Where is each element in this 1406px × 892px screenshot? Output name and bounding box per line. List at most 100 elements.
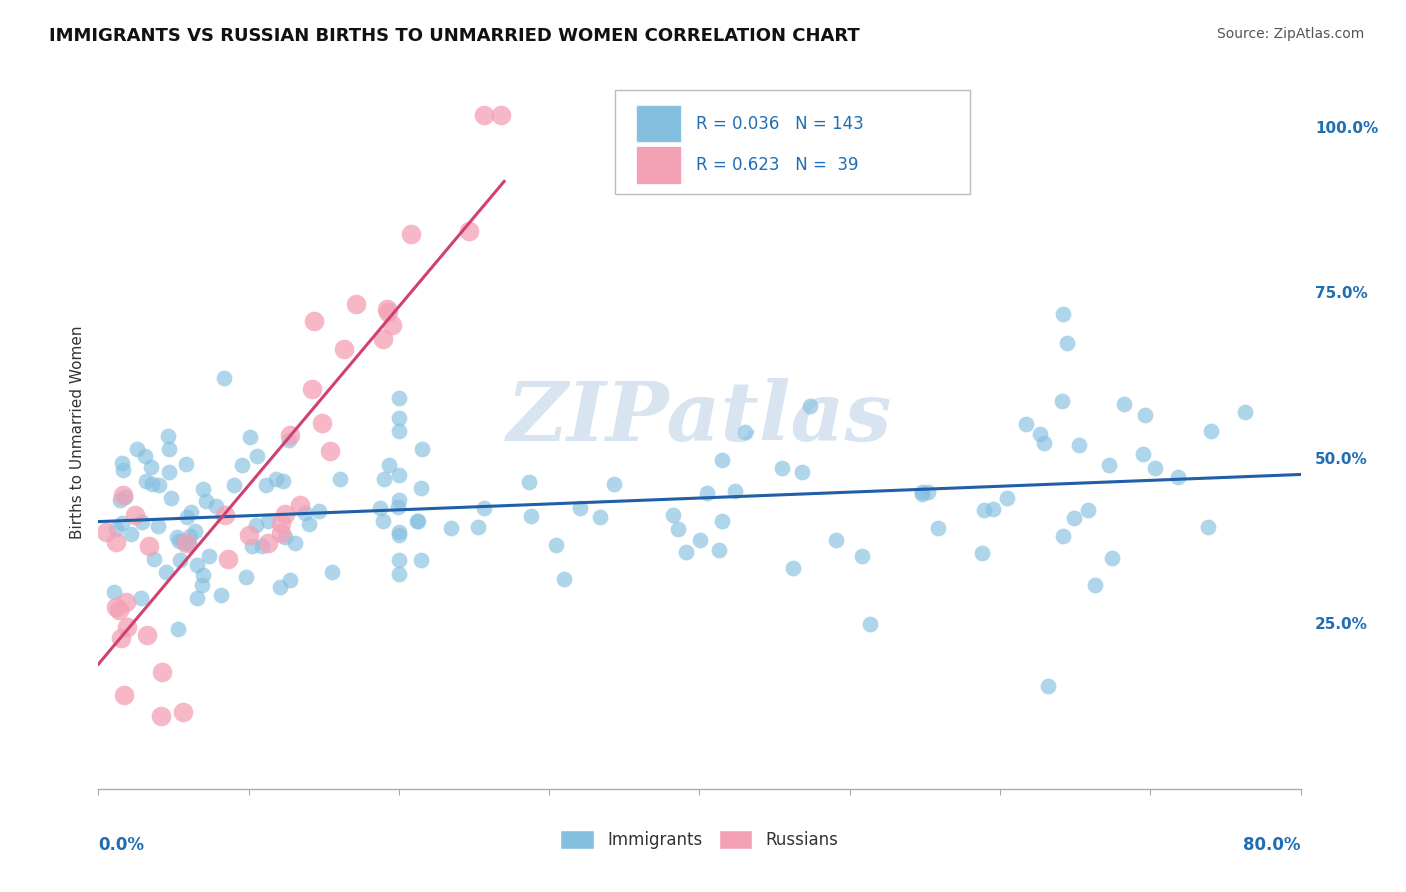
Point [183, 524, 205, 539]
Point [94, 524, 117, 539]
Point [439, 521, 461, 535]
Point [114, 490, 136, 504]
Point [143, 552, 166, 566]
Point [675, 545, 697, 559]
Point [388, 425, 411, 439]
Point [710, 515, 733, 529]
Point [1052, 529, 1074, 543]
Point [271, 474, 294, 488]
Point [689, 533, 711, 547]
Point [191, 578, 214, 592]
Point [217, 552, 239, 566]
Point [245, 518, 267, 533]
Point [1069, 438, 1091, 452]
Point [1132, 447, 1154, 461]
Point [927, 520, 949, 534]
Point [467, 519, 489, 533]
Point [115, 594, 138, 608]
Point [239, 429, 262, 443]
Point [157, 442, 180, 456]
Point [734, 425, 756, 439]
Point [917, 485, 939, 500]
Point [666, 522, 689, 536]
Point [174, 536, 197, 550]
Point [141, 477, 163, 491]
FancyBboxPatch shape [636, 105, 682, 142]
Point [304, 314, 326, 328]
Y-axis label: Births to Unmarried Women: Births to Unmarried Women [69, 326, 84, 540]
Point [172, 705, 194, 719]
Point [179, 537, 201, 551]
Point [981, 501, 1004, 516]
Point [1052, 394, 1074, 409]
Point [458, 224, 481, 238]
Point [135, 474, 157, 488]
Point [284, 535, 307, 549]
Point [105, 535, 128, 549]
Point [103, 585, 125, 599]
Point [134, 450, 156, 464]
Point [250, 539, 273, 553]
Point [1133, 408, 1156, 422]
Point [709, 543, 731, 558]
Point [1056, 335, 1078, 350]
Point [155, 566, 177, 580]
Point [238, 528, 260, 542]
Point [1032, 435, 1054, 450]
Point [124, 508, 146, 522]
Text: Source: ZipAtlas.com: Source: ZipAtlas.com [1216, 27, 1364, 41]
Point [235, 569, 257, 583]
Point [589, 510, 612, 524]
Point [278, 574, 301, 588]
Point [278, 428, 301, 442]
Text: 100.0%: 100.0% [1315, 121, 1378, 136]
Point [108, 492, 131, 507]
Point [388, 467, 411, 482]
Point [333, 342, 356, 356]
Point [1167, 470, 1189, 484]
Point [411, 442, 433, 457]
Point [553, 572, 575, 586]
Point [204, 499, 226, 513]
Point [224, 478, 246, 492]
Point [790, 465, 813, 479]
Point [859, 617, 882, 632]
Point [311, 416, 333, 430]
Point [166, 530, 188, 544]
Point [409, 481, 432, 495]
Point [1063, 511, 1085, 525]
Point [377, 305, 399, 319]
Point [246, 449, 269, 463]
Text: 80.0%: 80.0% [1243, 836, 1301, 854]
Point [274, 507, 297, 521]
Legend: Immigrants, Russians: Immigrants, Russians [554, 823, 845, 856]
Point [388, 493, 411, 508]
Point [112, 688, 135, 702]
Point [1052, 307, 1074, 321]
Point [1036, 679, 1059, 693]
Point [195, 493, 218, 508]
Point [150, 665, 173, 679]
Point [724, 484, 747, 499]
Point [288, 498, 311, 512]
Point [1101, 551, 1123, 566]
Point [1015, 417, 1038, 431]
Point [127, 442, 149, 456]
Point [520, 509, 543, 524]
Point [388, 410, 411, 425]
Point [278, 433, 301, 447]
Point [148, 478, 170, 492]
Point [108, 603, 131, 617]
Point [319, 444, 342, 458]
Point [373, 332, 395, 346]
Point [1084, 578, 1107, 592]
Point [661, 508, 683, 522]
Point [911, 485, 934, 500]
Point [270, 526, 292, 541]
Point [274, 530, 297, 544]
Point [179, 529, 201, 543]
Point [375, 302, 398, 317]
Point [198, 549, 221, 563]
Text: 50.0%: 50.0% [1315, 451, 1368, 467]
Point [696, 486, 718, 500]
